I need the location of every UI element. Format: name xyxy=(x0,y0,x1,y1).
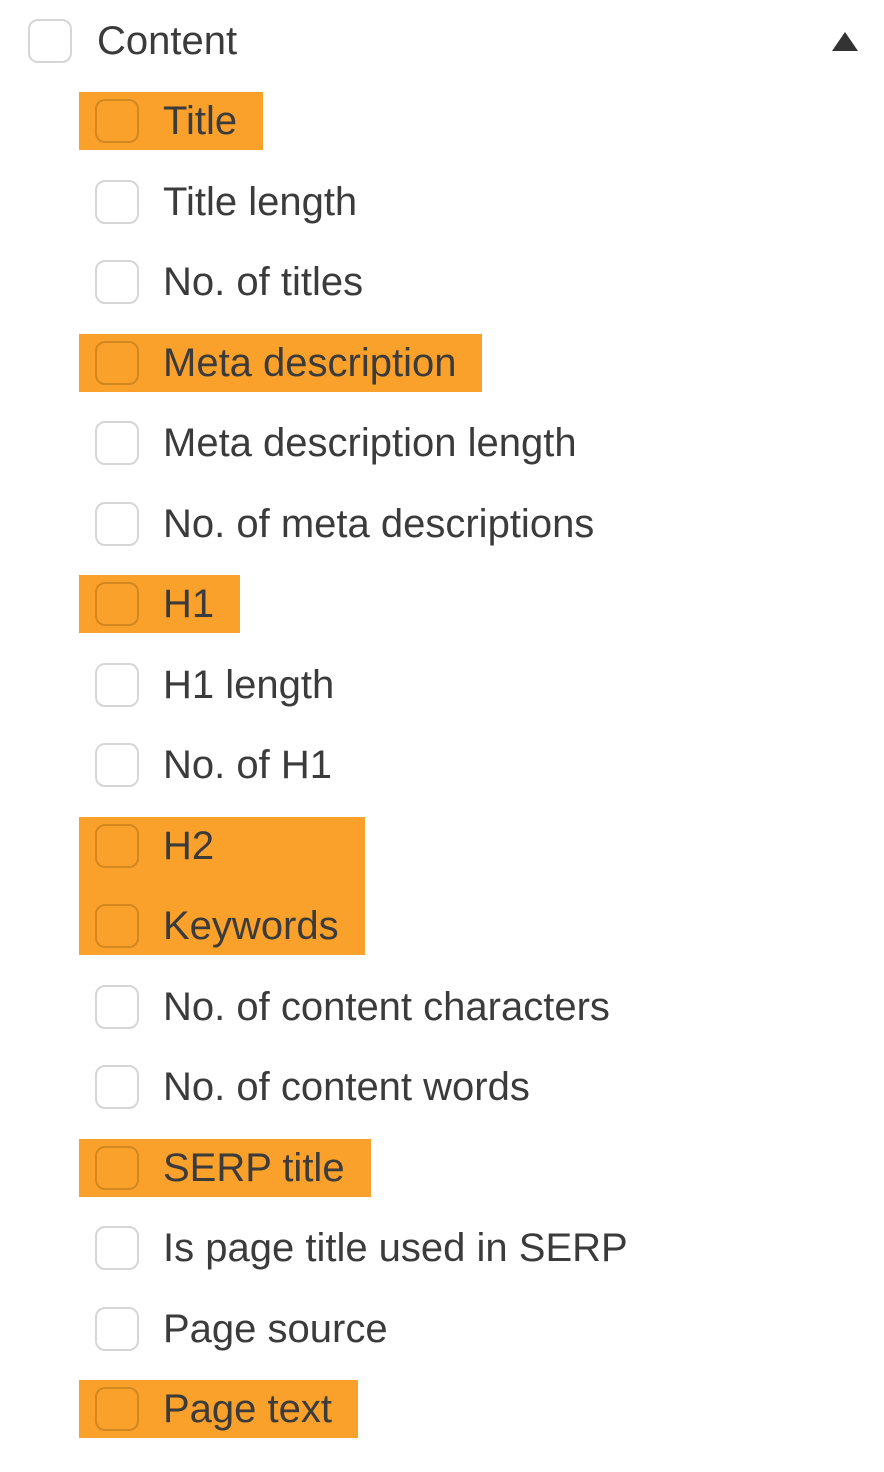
highlighted-item-group: SERP title xyxy=(79,1138,371,1197)
list-item[interactable]: Title xyxy=(79,92,263,150)
highlighted-item-group: H1 xyxy=(79,575,241,633)
list-item[interactable]: H1 length xyxy=(79,656,360,714)
item-label: No. of meta descriptions xyxy=(163,501,595,546)
checkbox[interactable] xyxy=(95,1145,139,1190)
item-group: Title length xyxy=(79,173,383,231)
checkbox[interactable] xyxy=(95,1226,139,1270)
list-item[interactable]: Page text xyxy=(79,1380,358,1438)
checkbox[interactable] xyxy=(95,984,139,1029)
highlighted-item-group: Page text xyxy=(79,1380,359,1438)
item-label: Title xyxy=(163,99,238,143)
section-label: Content xyxy=(97,19,238,63)
list-item[interactable]: No. of titles xyxy=(79,253,389,311)
list-item[interactable]: H2 xyxy=(79,817,365,875)
item-label: SERP title xyxy=(163,1145,345,1190)
checkbox[interactable] xyxy=(95,743,139,787)
list-item[interactable]: No. of content characters xyxy=(79,978,636,1036)
list-item[interactable]: No. of meta descriptions xyxy=(79,495,620,553)
checkbox[interactable] xyxy=(95,904,139,948)
item-group: Meta description length xyxy=(79,414,603,472)
checkbox[interactable] xyxy=(95,179,139,224)
checkbox[interactable] xyxy=(95,421,139,465)
item-group: No. of meta descriptions xyxy=(79,495,620,553)
item-label: Meta description length xyxy=(163,421,577,465)
item-label: H1 xyxy=(163,582,215,626)
highlighted-item-group: H2 Keywords xyxy=(79,816,365,955)
item-group: H1 length xyxy=(79,656,360,714)
list-item[interactable]: No. of H1 xyxy=(79,736,358,794)
item-label: No. of content words xyxy=(163,1065,530,1109)
checkbox[interactable] xyxy=(95,662,139,707)
item-group: Page source xyxy=(79,1300,414,1358)
item-label: Keywords xyxy=(163,904,339,948)
item-group: No. of content words xyxy=(79,1058,556,1116)
item-group: No. of H1 xyxy=(79,736,358,794)
section-checkbox[interactable] xyxy=(28,19,72,63)
caret-up-icon[interactable] xyxy=(832,31,858,51)
list-item[interactable]: Page source xyxy=(79,1300,414,1358)
item-label: H2 xyxy=(163,823,215,868)
item-label: Page source xyxy=(163,1306,388,1351)
item-label: Title length xyxy=(163,179,358,224)
list-item[interactable]: Meta description length xyxy=(79,414,603,472)
list-item[interactable]: No. of content words xyxy=(79,1058,556,1116)
content-section-header[interactable]: Content xyxy=(28,18,858,64)
item-label: No. of H1 xyxy=(163,743,332,787)
list-item[interactable]: Is page title used in SERP xyxy=(79,1219,654,1277)
list-item[interactable]: Title length xyxy=(79,173,383,231)
checkbox[interactable] xyxy=(95,582,139,626)
checkbox[interactable] xyxy=(95,260,139,304)
list-item[interactable]: Keywords xyxy=(79,897,365,955)
highlighted-item-group: Meta description xyxy=(79,333,483,392)
item-label: No. of content characters xyxy=(163,984,610,1029)
item-label: H1 length xyxy=(163,662,335,707)
item-label: Page text xyxy=(163,1387,333,1431)
column-filter-panel: Content Title Title length No. of titles Me… xyxy=(0,18,884,1438)
item-list: Title Title length No. of titles Meta descr… xyxy=(79,92,884,1438)
checkbox[interactable] xyxy=(95,99,139,143)
item-group: No. of content characters xyxy=(79,978,636,1036)
item-label: Is page title used in SERP xyxy=(163,1226,628,1270)
checkbox[interactable] xyxy=(95,1306,139,1351)
checkbox[interactable] xyxy=(95,1387,139,1431)
checkbox[interactable] xyxy=(95,1065,139,1109)
item-label: No. of titles xyxy=(163,260,364,304)
item-group: Is page title used in SERP xyxy=(79,1219,654,1277)
item-group: No. of titles xyxy=(79,253,389,311)
highlighted-item-group: Title xyxy=(79,92,264,150)
checkbox[interactable] xyxy=(95,501,139,546)
checkbox[interactable] xyxy=(95,823,139,868)
list-item[interactable]: Meta description xyxy=(79,334,482,392)
item-label: Meta description xyxy=(163,340,457,385)
list-item[interactable]: H1 xyxy=(79,575,240,633)
checkbox[interactable] xyxy=(95,340,139,385)
list-item[interactable]: SERP title xyxy=(79,1139,371,1197)
